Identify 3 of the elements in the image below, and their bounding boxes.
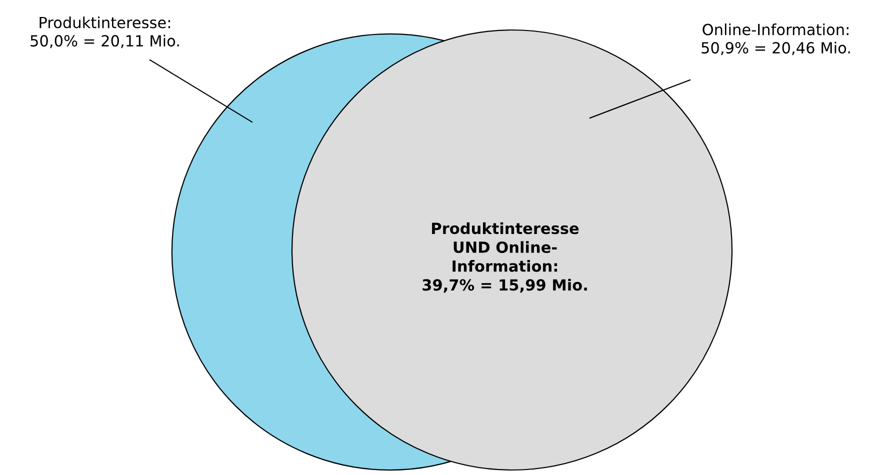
data-label: Produktinteresse UND Online- Information: 39,7% = 15,99 Mio. [422,222,587,293]
data-label: Produktinteresse: 50,0% = 20,11 Mio. [30,16,179,48]
data-label: Online-Information: 50,9% = 20,46 Mio. [702,23,850,56]
